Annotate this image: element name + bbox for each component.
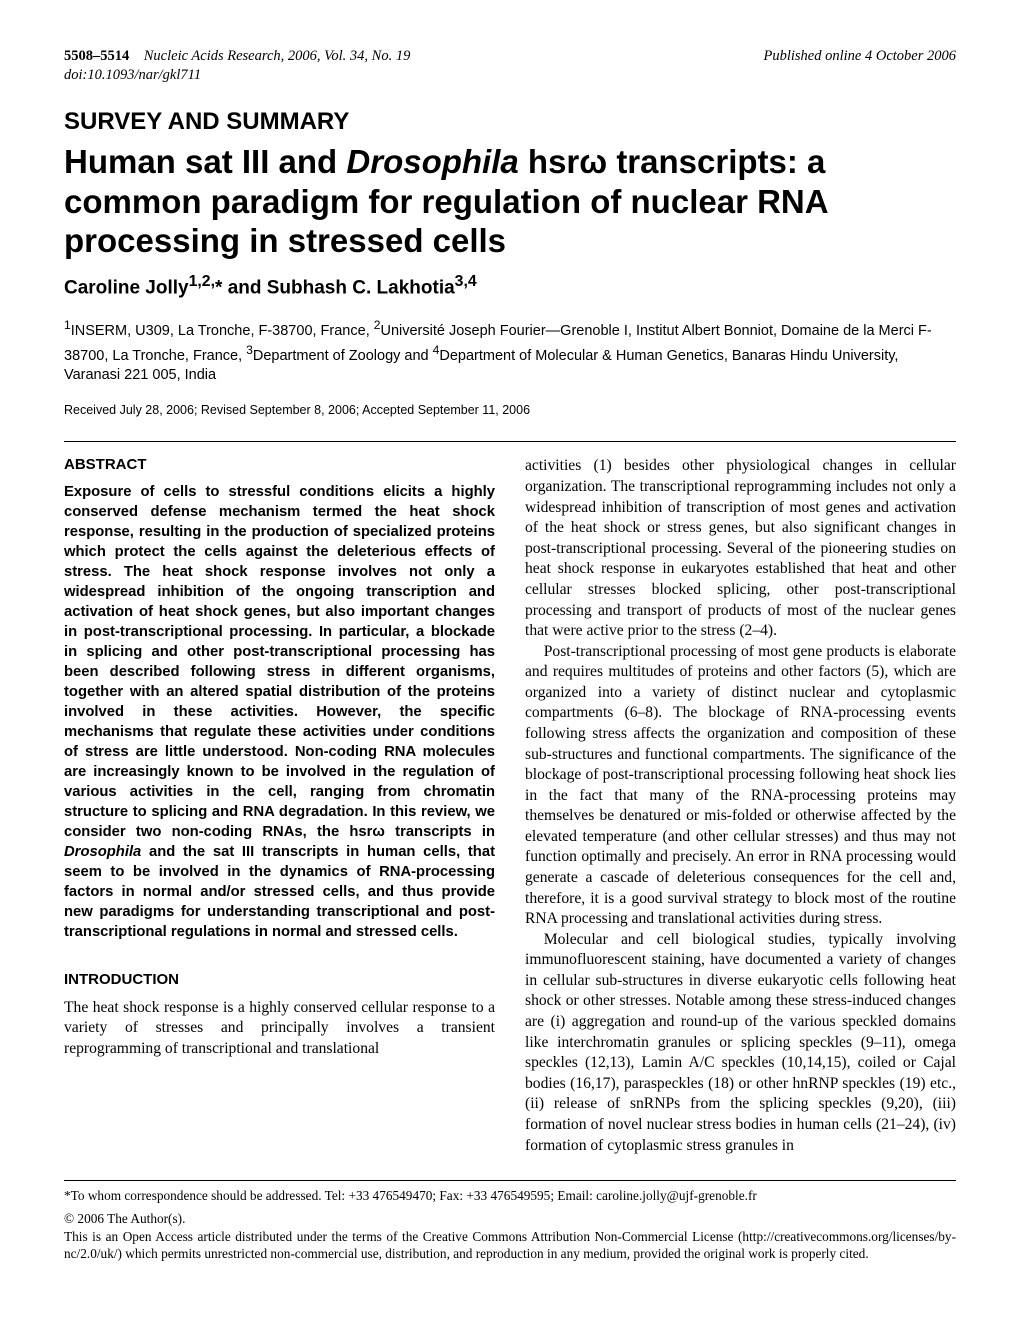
pub-date: Published online 4 October 2006 [763,48,956,65]
article-title: Human sat III and Drosophila hsrω transc… [64,142,956,261]
doi: doi:10.1093/nar/gkl711 [64,67,956,84]
footnotes: *To whom correspondence should be addres… [64,1187,956,1262]
section-rule [64,441,956,442]
title-part1: Human sat III and [64,143,346,180]
header-left: 5508–5514 Nucleic Acids Research, 2006, … [64,48,410,65]
page-range: 5508–5514 [64,48,129,64]
title-italic: Drosophila [346,143,518,180]
received-dates: Received July 28, 2006; Revised Septembe… [64,403,956,417]
page: 5508–5514 Nucleic Acids Research, 2006, … [0,0,1020,1310]
left-column: ABSTRACT Exposure of cells to stressful … [64,456,495,1156]
journal-issue [133,48,144,64]
right-column: activities (1) besides other physiologic… [525,456,956,1156]
right-para-3: Molecular and cell biological studies, t… [525,930,956,1156]
affiliations: 1INSERM, U309, La Tronche, F-38700, Fran… [64,317,956,385]
abstract-text: Exposure of cells to stressful condition… [64,483,495,942]
journal-issue-text: Nucleic Acids Research, 2006, Vol. 34, N… [144,48,411,64]
corresponding-author: *To whom correspondence should be addres… [64,1187,956,1204]
introduction-heading: INTRODUCTION [64,971,495,988]
intro-para-left: The heat shock response is a highly cons… [64,998,495,1060]
copyright: © 2006 The Author(s). [64,1210,956,1227]
footnote-rule [64,1180,956,1181]
right-para-2: Post-transcriptional processing of most … [525,642,956,930]
two-column-body: ABSTRACT Exposure of cells to stressful … [64,456,956,1156]
survey-and-summary: SURVEY AND SUMMARY [64,108,956,136]
abstract-heading: ABSTRACT [64,456,495,473]
running-header: 5508–5514 Nucleic Acids Research, 2006, … [64,48,956,65]
authors: Caroline Jolly1,2,* and Subhash C. Lakho… [64,273,956,299]
license-text: This is an Open Access article distribut… [64,1228,956,1263]
right-para-1: activities (1) besides other physiologic… [525,456,956,641]
